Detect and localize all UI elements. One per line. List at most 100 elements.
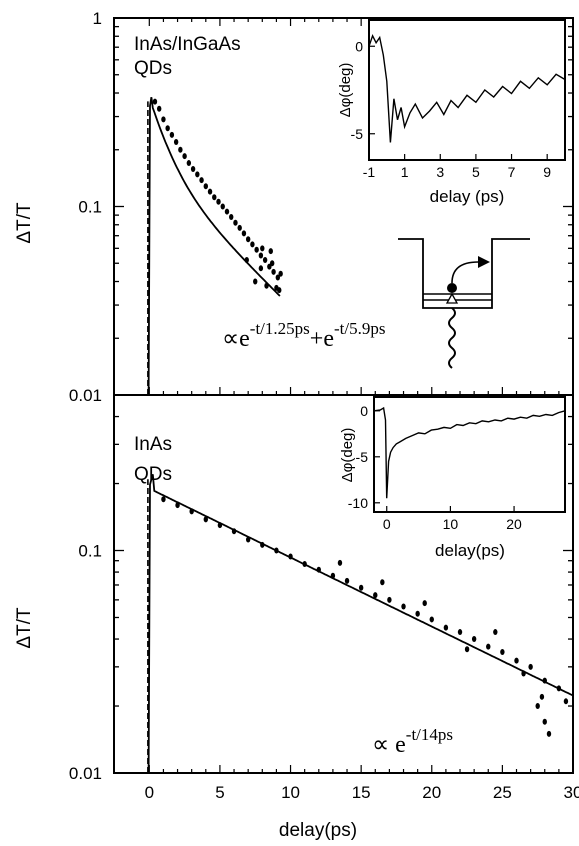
bottom-data-point bbox=[486, 643, 491, 650]
top-data-point bbox=[195, 171, 200, 178]
top-inset-xtick-label: 9 bbox=[543, 164, 551, 180]
bottom-inset-ytick-label: 0 bbox=[360, 403, 368, 419]
bottom-data-point bbox=[500, 648, 505, 655]
hole-marker bbox=[445, 292, 459, 304]
top-inset-ytick-label: 0 bbox=[355, 38, 363, 54]
top-data-point bbox=[258, 252, 264, 259]
bottom-data-point bbox=[337, 559, 343, 566]
top-data-point bbox=[152, 98, 158, 105]
quantum-well-outline bbox=[398, 238, 530, 309]
bottom-inset-ytick-label: -5 bbox=[356, 449, 369, 465]
bottom-inset-ytick-label: -10 bbox=[348, 495, 368, 511]
electron-dot bbox=[447, 283, 457, 293]
bottom-inset-xtick-label: 10 bbox=[443, 516, 459, 532]
bottom-sample-label-line1: InAs bbox=[134, 434, 172, 455]
top-fit-line bbox=[147, 97, 281, 396]
bottom-data-point bbox=[231, 528, 237, 535]
top-data-point bbox=[254, 246, 259, 253]
top-data-point bbox=[268, 248, 273, 255]
bottom-xtick-label: 25 bbox=[493, 783, 512, 802]
top-data-point bbox=[277, 287, 282, 294]
bottom-data-point bbox=[464, 646, 470, 653]
bottom-data-point bbox=[563, 698, 569, 705]
bottom-xlabel: delay(ps) bbox=[279, 820, 357, 841]
bottom-data-point bbox=[302, 560, 307, 567]
top-inset-frame bbox=[368, 19, 566, 161]
top-inset-xtick-label: 7 bbox=[508, 164, 516, 180]
top-data-point bbox=[244, 257, 249, 264]
bottom-data-point bbox=[260, 541, 265, 548]
top-inset-xtick-label: -1 bbox=[363, 164, 376, 180]
bottom-data-point bbox=[274, 547, 279, 554]
bottom-ytick-label: 0.01 bbox=[69, 764, 102, 783]
top-data-point bbox=[182, 153, 187, 160]
top-data-point bbox=[186, 160, 192, 167]
top-data-point bbox=[207, 188, 213, 195]
bottom-xtick-label: 0 bbox=[145, 783, 154, 802]
top-data-point bbox=[169, 131, 175, 138]
top-data-point bbox=[220, 203, 225, 210]
transition-arrow bbox=[451, 261, 479, 284]
bottom-inset-xlabel: delay(ps) bbox=[435, 541, 505, 560]
bottom-data-point bbox=[373, 592, 378, 599]
bottom-data-point bbox=[245, 536, 251, 543]
top-data-point bbox=[224, 208, 230, 215]
bottom-ylabel: ΔT/T bbox=[14, 607, 35, 649]
bottom-data-point bbox=[535, 703, 540, 710]
bottom-data-point bbox=[556, 685, 562, 692]
photon-wave bbox=[448, 307, 456, 369]
top-data-point bbox=[178, 146, 183, 153]
bottom-data-point bbox=[422, 600, 427, 607]
top-ytick-label: 0.01 bbox=[69, 386, 102, 405]
bottom-data-point bbox=[358, 584, 364, 591]
top-data-point bbox=[241, 230, 247, 237]
bottom-data-point bbox=[316, 566, 321, 573]
bottom-data-point bbox=[493, 629, 498, 636]
top-sample-label-line2: QDs bbox=[134, 58, 172, 79]
bottom-data-point bbox=[401, 603, 406, 610]
top-inset-xtick-label: 3 bbox=[436, 164, 444, 180]
bottom-data-point bbox=[528, 663, 533, 670]
top-ytick-label: 1 bbox=[93, 9, 102, 28]
bottom-xtick-label: 30 bbox=[564, 783, 579, 802]
bottom-data-point bbox=[539, 693, 545, 700]
bottom-data-point bbox=[217, 522, 223, 529]
top-data-point bbox=[237, 224, 242, 231]
top-data-point bbox=[262, 257, 268, 264]
bottom-data-point bbox=[175, 502, 180, 509]
bottom-data-point bbox=[542, 677, 547, 684]
top-data-point bbox=[212, 194, 217, 201]
top-data-point bbox=[229, 213, 234, 220]
bottom-data-point bbox=[189, 508, 194, 515]
top-data-point bbox=[199, 177, 204, 184]
bottom-data-point bbox=[203, 516, 208, 523]
arrowhead bbox=[478, 256, 490, 268]
top-inset-xtick-label: 1 bbox=[401, 164, 409, 180]
bottom-xtick-label: 15 bbox=[352, 783, 371, 802]
top-sample-label-line1: InAs/InGaAs bbox=[134, 34, 241, 55]
top-fit-prefix: ∝e bbox=[222, 326, 250, 352]
bottom-data-point bbox=[380, 579, 385, 586]
bottom-data-point bbox=[514, 657, 519, 664]
bottom-data-point bbox=[161, 496, 166, 503]
top-fit-plus: +e bbox=[310, 326, 334, 352]
top-inset-xtick-label: 5 bbox=[472, 164, 480, 180]
bottom-data-point bbox=[330, 572, 336, 579]
bottom-data-point bbox=[471, 636, 477, 643]
top-data-point bbox=[245, 236, 251, 243]
bottom-inset-xtick-label: 20 bbox=[506, 516, 522, 532]
bottom-data-point bbox=[387, 596, 392, 603]
bottom-ytick-label: 0.1 bbox=[78, 542, 102, 561]
top-inset-ylabel: Δφ(deg) bbox=[337, 63, 354, 118]
top-data-point bbox=[165, 125, 170, 132]
energy-level-diagram bbox=[398, 238, 530, 369]
bottom-data-point bbox=[457, 629, 463, 636]
top-data-point bbox=[216, 198, 221, 205]
top-inset-trace bbox=[368, 33, 566, 143]
bottom-fit-equation: ∝ e-t/14ps bbox=[372, 725, 453, 758]
bottom-data-point bbox=[546, 730, 552, 737]
top-inset-ytick-label: -5 bbox=[351, 126, 364, 142]
bottom-data-point bbox=[429, 616, 434, 623]
top-data-point bbox=[156, 105, 162, 112]
